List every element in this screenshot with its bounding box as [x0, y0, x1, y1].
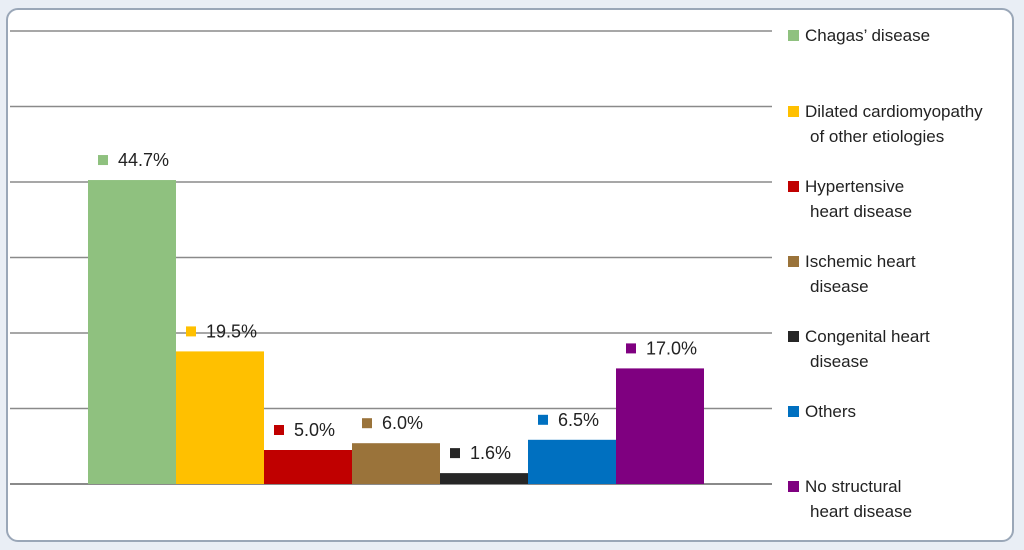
data-label: 5.0% [294, 420, 335, 440]
data-label: 44.7% [118, 150, 169, 170]
bar [264, 450, 352, 484]
legend-label: disease [810, 352, 869, 371]
bars [88, 180, 704, 485]
legend-label: Congenital heart [805, 327, 930, 346]
legend-label: No structural [805, 477, 901, 496]
legend-swatch [788, 481, 799, 492]
data-label-marker [626, 343, 636, 354]
legend-swatch [788, 106, 799, 117]
legend-swatch [788, 30, 799, 41]
bar [616, 368, 704, 484]
data-label-marker [362, 418, 372, 429]
data-label: 19.5% [206, 321, 257, 341]
bar [528, 439, 616, 484]
legend-label: Hypertensive [805, 177, 904, 196]
bar-chart: 44.7% 19.5% 5.0% 6.0% 1.6% 6.5% 17.0% Chagas’ … [10, 26, 983, 521]
bar [440, 473, 528, 484]
legend-swatch [788, 256, 799, 267]
data-label-marker [450, 448, 460, 459]
legend-label: heart disease [810, 502, 912, 521]
data-label: 17.0% [646, 338, 697, 358]
legend: Chagas’ disease Dilated cardiomyopathy of … [788, 26, 983, 521]
data-label-marker [538, 414, 548, 425]
data-label: 6.5% [558, 410, 599, 430]
legend-swatch [788, 406, 799, 417]
legend-label: of other etiologies [810, 127, 944, 146]
legend-swatch [788, 181, 799, 192]
legend-label: Others [805, 402, 856, 421]
legend-label: disease [810, 277, 869, 296]
bar [88, 180, 176, 485]
data-label-marker [274, 425, 284, 435]
data-label: 6.0% [382, 413, 423, 433]
data-label-marker [98, 155, 108, 166]
data-label: 1.6% [470, 443, 511, 463]
bar [176, 351, 264, 484]
data-label-marker [186, 326, 196, 337]
legend-label: Dilated cardiomyopathy [805, 102, 983, 121]
chart-frame: 44.7% 19.5% 5.0% 6.0% 1.6% 6.5% 17.0% Chagas’ … [6, 8, 1014, 542]
data-labels: 44.7% 19.5% 5.0% 6.0% 1.6% 6.5% 17.0% [98, 150, 697, 463]
legend-swatch [788, 331, 799, 342]
legend-label: Chagas’ disease [805, 26, 930, 45]
legend-label: heart disease [810, 202, 912, 221]
bar [352, 443, 440, 484]
legend-label: Ischemic heart [805, 252, 916, 271]
